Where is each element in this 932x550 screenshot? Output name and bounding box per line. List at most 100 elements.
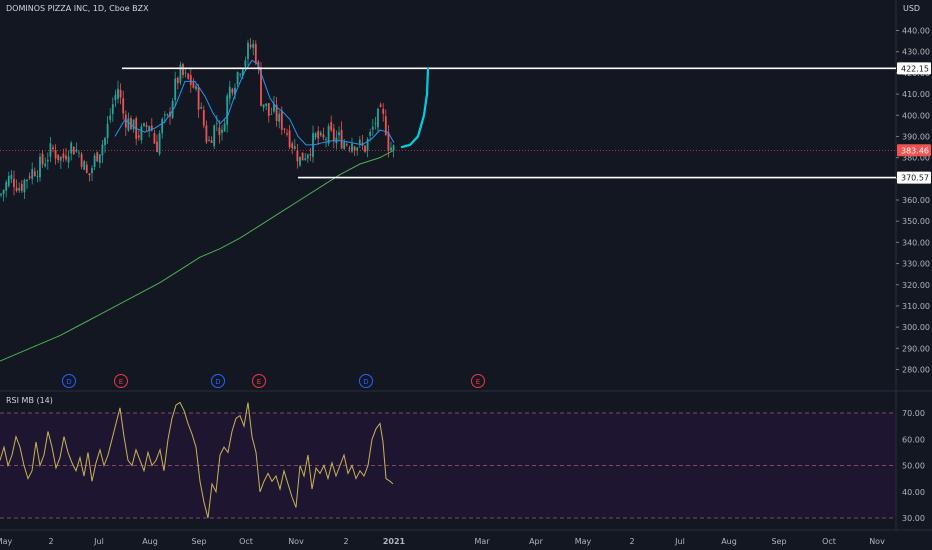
candle-body (275, 104, 278, 121)
candle-body (296, 150, 299, 162)
candle-body (195, 85, 197, 90)
candle (117, 80, 119, 104)
time-tick-label: 2 (343, 537, 348, 546)
candle (348, 145, 351, 153)
candle-body (382, 108, 385, 114)
candle-body (78, 152, 80, 154)
candle (270, 107, 273, 115)
candle (75, 142, 78, 153)
candle-body (70, 142, 73, 154)
candle-body (208, 140, 210, 141)
symbol-title: DOMINOS PIZZA INC, 1D, Cboe BZX (6, 4, 149, 13)
price-tick-label: 330.00 (902, 260, 930, 269)
candle (260, 62, 262, 107)
earnings-marker[interactable]: E (471, 374, 485, 388)
candle (223, 118, 226, 132)
candle (390, 141, 392, 152)
candle-body (231, 88, 234, 93)
candle-body (309, 153, 312, 156)
rsi-tick-label: 50.00 (902, 462, 925, 471)
marker-letter: E (476, 378, 480, 386)
candle-body (0, 194, 2, 196)
candle (96, 151, 99, 162)
candle-body (327, 126, 330, 144)
candle (62, 148, 65, 162)
marker-letter: D (66, 378, 71, 386)
candle-body (273, 103, 275, 112)
candle (382, 103, 385, 122)
candle (293, 139, 296, 150)
candle-body (182, 63, 184, 75)
earnings-marker[interactable]: E (114, 374, 128, 388)
candle (182, 62, 184, 79)
dividend-marker[interactable]: D (359, 374, 373, 388)
candle (5, 179, 8, 198)
candle (28, 172, 31, 181)
candle-body (57, 154, 60, 161)
candle-body (239, 74, 242, 76)
currency-label[interactable]: USD (903, 4, 921, 13)
earnings-marker[interactable]: E (252, 374, 266, 388)
candle-body (176, 77, 179, 84)
candle (166, 113, 169, 117)
marker-letter: E (257, 378, 261, 386)
candle (20, 180, 23, 193)
candle (231, 87, 234, 96)
candle-body (52, 147, 54, 150)
candle-body (330, 122, 333, 131)
candle (288, 125, 291, 150)
candle (15, 179, 18, 193)
dividend-marker[interactable]: D (62, 374, 76, 388)
candle-body (249, 44, 252, 48)
time-tick-label: Nov (869, 537, 885, 546)
candle (122, 90, 125, 120)
candle (371, 119, 374, 136)
candle (226, 93, 229, 133)
candle-body (174, 78, 177, 101)
candle-body (184, 72, 187, 74)
candle (39, 152, 41, 182)
candle (41, 150, 44, 168)
candle (374, 116, 377, 130)
candle-body (358, 139, 361, 144)
rsi-indicator-title[interactable]: RSI MB (14) (6, 396, 53, 405)
candle-body (338, 132, 340, 136)
candle-body (153, 133, 156, 144)
candle-body (2, 189, 5, 194)
candle (262, 104, 265, 112)
candle-body (72, 146, 75, 155)
candle (91, 165, 93, 182)
time-tick-label: Sep (191, 537, 206, 546)
candle (119, 83, 122, 105)
time-tick-label: Aug (142, 537, 158, 546)
candle-body (278, 113, 281, 122)
candle (88, 173, 91, 182)
candle-body (348, 147, 351, 149)
time-tick-label: 2 (629, 537, 634, 546)
candle (319, 130, 322, 137)
ema-line (114, 59, 395, 146)
dividend-marker[interactable]: D (211, 374, 225, 388)
candle (327, 123, 330, 147)
candle-body (288, 130, 291, 148)
rsi-tick-label: 40.00 (902, 488, 925, 497)
candle (254, 40, 257, 66)
candle (218, 120, 221, 144)
candle (299, 156, 301, 167)
time-tick-label: Oct (822, 537, 836, 546)
candle-body (283, 128, 286, 130)
candle (2, 189, 5, 202)
candle (80, 151, 83, 170)
candle (267, 102, 270, 123)
candle (332, 123, 335, 149)
candle-body (384, 116, 387, 135)
time-tick-label: Jul (674, 537, 685, 546)
candle (304, 153, 307, 161)
candle (111, 97, 114, 122)
candle (78, 150, 80, 158)
candle (13, 170, 15, 196)
candle (44, 157, 47, 168)
rsi-tick-label: 30.00 (902, 514, 925, 523)
candle (114, 89, 117, 108)
